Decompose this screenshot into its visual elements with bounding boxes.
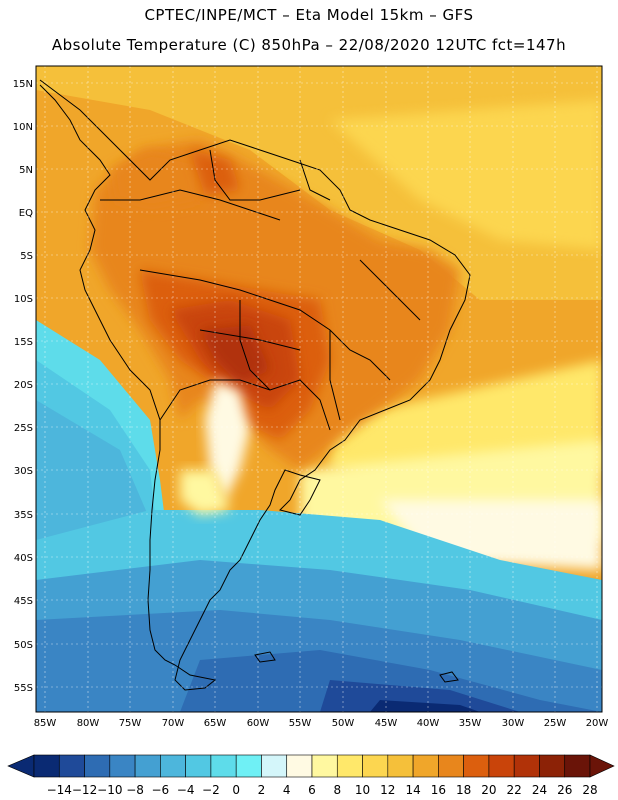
- colorbar-cell: [564, 754, 591, 778]
- colorbar-cell: [539, 754, 566, 778]
- longitude-labels: 85W 80W 75W 70W 65W 60W 55W 50W 45W 40W …: [34, 718, 609, 729]
- lon-label: 50W: [332, 718, 355, 729]
- lon-label: 85W: [34, 718, 57, 729]
- colorbar-tick-label: −6: [152, 783, 170, 797]
- lat-label: 20S: [14, 380, 33, 391]
- lon-label: 70W: [162, 718, 185, 729]
- colorbar-cell: [311, 754, 338, 778]
- colorbar-tick-label: 20: [481, 783, 496, 797]
- colorbar-cell: [84, 754, 111, 778]
- colorbar-cell: [488, 754, 515, 778]
- lat-label: 35S: [14, 510, 33, 521]
- colorbar-cells: [7, 754, 615, 778]
- colorbar-cell: [160, 754, 186, 778]
- colorbar-tick-label: 10: [355, 783, 370, 797]
- colorbar-tick-label: 18: [456, 783, 471, 797]
- colorbar-cell: [513, 754, 540, 778]
- temperature-field: [36, 66, 602, 712]
- lon-label: 40W: [417, 718, 440, 729]
- colorbar-arrow-right: [589, 754, 615, 778]
- colorbar-cell: [387, 754, 414, 778]
- colorbar-tick-label: −10: [97, 783, 122, 797]
- lat-label: 55S: [14, 683, 33, 694]
- colorbar-tick-label: −8: [126, 783, 144, 797]
- colorbar-tick-label: 24: [532, 783, 547, 797]
- lat-label: 50S: [14, 640, 33, 651]
- colorbar-tick-label: −4: [177, 783, 195, 797]
- lat-label: 40S: [14, 553, 33, 564]
- colorbar-cell: [463, 754, 490, 778]
- lon-label: 75W: [119, 718, 142, 729]
- colorbar-cell: [286, 754, 313, 778]
- lon-label: 55W: [289, 718, 312, 729]
- lat-label: 10S: [14, 294, 33, 305]
- lat-label: 15N: [13, 79, 33, 90]
- colorbar-tick-label: 0: [232, 783, 240, 797]
- colorbar-cell: [210, 754, 237, 778]
- colorbar-cell: [336, 754, 363, 778]
- colorbar-cell: [58, 754, 85, 778]
- colorbar-cell: [134, 754, 161, 778]
- colorbar-cell: [362, 754, 389, 778]
- colorbar-tick-label: 26: [557, 783, 572, 797]
- colorbar-arrow-left: [7, 754, 35, 778]
- colorbar-cell: [438, 754, 464, 778]
- lon-label: 60W: [247, 718, 270, 729]
- colorbar-tick-label: 6: [308, 783, 316, 797]
- colorbar-cell: [235, 754, 262, 778]
- map-frame: [35, 65, 603, 713]
- lon-label: 65W: [204, 718, 227, 729]
- lat-label: 30S: [14, 466, 33, 477]
- colorbar-cell: [185, 754, 212, 778]
- colorbar-tick-label: 28: [582, 783, 597, 797]
- colorbar-cell: [33, 754, 60, 778]
- colorbar-tick-labels: −14 −12 −10 −8 −6 −4 −2 0 2 4 6 8 10 12 14 16 18 20 22 24 26…: [47, 783, 598, 797]
- lat-label: 15S: [14, 337, 33, 348]
- lon-label: 80W: [77, 718, 100, 729]
- lat-label: 45S: [14, 596, 33, 607]
- colorbar-tick-label: −12: [72, 783, 97, 797]
- map-title-line2: Absolute Temperature (C) 850hPa – 22/08/…: [51, 36, 567, 54]
- map-title-line1: CPTEC/INPE/MCT – Eta Model 15km – GFS: [144, 6, 474, 24]
- colorbar-cell: [109, 754, 136, 778]
- lat-label: 5S: [20, 251, 33, 262]
- colorbar-tick-label: 16: [431, 783, 446, 797]
- lat-label: 5N: [19, 165, 33, 176]
- colorbar-tick-label: 12: [380, 783, 395, 797]
- colorbar-tick-label: 4: [283, 783, 291, 797]
- lon-label: 20W: [586, 718, 609, 729]
- lon-label: 30W: [502, 718, 525, 729]
- lon-label: 45W: [375, 718, 398, 729]
- graticule: [36, 66, 602, 712]
- colorbar-cell: [261, 754, 288, 778]
- colorbar-tick-label: −2: [202, 783, 220, 797]
- lon-label: 25W: [544, 718, 567, 729]
- colorbar-tick-label: 22: [507, 783, 522, 797]
- lon-label: 35W: [459, 718, 482, 729]
- colorbar-tick-label: 8: [333, 783, 341, 797]
- coastline: [39, 79, 471, 691]
- colorbar-tick-label: 14: [405, 783, 420, 797]
- colorbar-cell: [412, 754, 439, 778]
- lat-label: EQ: [19, 208, 33, 219]
- latitude-labels: 15N 10N 5N EQ 5S 10S 15S 20S 25S 30S 35S…: [13, 79, 33, 694]
- colorbar-tick-label: 2: [258, 783, 266, 797]
- lat-label: 25S: [14, 423, 33, 434]
- lat-label: 10N: [13, 122, 33, 133]
- colorbar-tick-label: −14: [47, 783, 72, 797]
